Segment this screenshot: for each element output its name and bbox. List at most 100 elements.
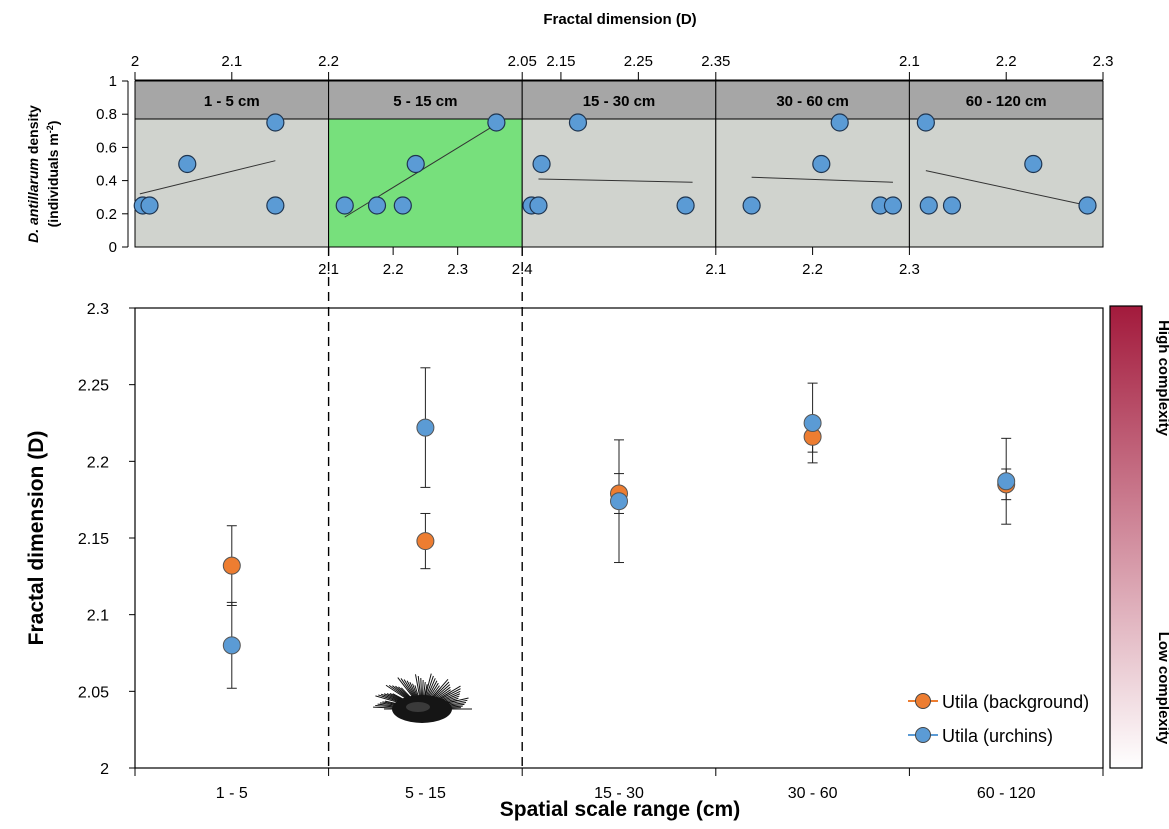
panel-2-top-tick-label-1: 2.25 [624, 53, 653, 70]
top-y-tick-label-5: 1 [109, 73, 117, 90]
panel-body-2 [521, 118, 717, 248]
panel-header-label-4: 60 - 120 cm [966, 93, 1047, 110]
panel-0-point-3 [266, 113, 285, 132]
panel-0-top-tick-label-1: 2.1 [221, 53, 242, 70]
marker-1-2 [610, 492, 628, 511]
panel-1-bottom-tick-label-2: 2.3 [447, 261, 468, 278]
legend-label-background: Utila (background) [942, 692, 1089, 712]
panel-1-point-4 [487, 113, 506, 132]
panel-header-label-0: 1 - 5 cm [204, 93, 260, 110]
panel-3-point-4 [883, 196, 903, 215]
marker-1-0 [222, 636, 241, 655]
panel-1-bottom-tick-label-1: 2.2 [383, 261, 404, 278]
marker-1-1 [416, 418, 435, 437]
bottom-x-tick-label-2: 15 - 30 [594, 785, 644, 802]
urchin-highlight [406, 702, 430, 712]
bottom-x-tick-label-3: 30 - 60 [788, 785, 838, 802]
panel-2-point-3 [568, 113, 588, 132]
panel-body-4 [908, 118, 1104, 248]
panel-2-trend-line [538, 178, 693, 183]
bottom-axes: 2 2.05 2.1 2.15 2.2 2.25 2.3 1 - 5 5 - 15 15 - 30… [78, 301, 1104, 802]
panel-4-trend-line [925, 170, 1088, 206]
panel-1-point-3 [406, 154, 425, 174]
panel-0-point-1 [140, 196, 159, 215]
panel-4-point-3 [1024, 154, 1043, 174]
panel-0-trend-line [139, 160, 276, 195]
marker-1-4 [997, 472, 1016, 491]
bottom-y-tick-label-3: 2.15 [78, 531, 109, 548]
top-y-axis-label-line1: D. antillarum density [25, 105, 41, 243]
panel-4-point-4 [1078, 196, 1097, 215]
panel-1-point-2 [393, 196, 412, 215]
top-y-axis-density: density [25, 105, 41, 158]
panel-4-point-0 [916, 113, 935, 132]
bottom-y-tick-label-5: 2.25 [78, 378, 109, 395]
panel-header-0 [134, 80, 330, 120]
top-y-tick-label-4: 0.8 [96, 106, 117, 123]
bottom-x-axis-label: Spatial scale range (cm) [500, 798, 740, 821]
panel-0-top-tick-label-2: 2.2 [318, 53, 339, 70]
top-y-axis-close: ) [45, 121, 61, 126]
panel-header-label-3: 30 - 60 cm [776, 93, 849, 110]
marker-1-3 [803, 414, 822, 432]
panel-4-point-1 [919, 196, 938, 215]
panel-body-1 [328, 118, 523, 248]
panel-1-point-0 [335, 196, 354, 215]
bottom-x-tick-label-4: 60 - 120 [977, 785, 1036, 802]
panel-3-bottom-tick-label-1: 2.3 [899, 261, 920, 278]
top-y-axis-superscript: -2 [45, 125, 55, 133]
panel-header-2 [521, 80, 717, 120]
panel-1-point-1 [367, 196, 387, 215]
sea-urchin-icon [373, 673, 472, 723]
panel-body-0 [134, 118, 330, 248]
marker-0-0 [222, 556, 241, 575]
panel-header-label-2: 15 - 30 cm [583, 93, 656, 110]
bottom-y-tick-label-1: 2.05 [78, 684, 109, 701]
top-y-tick-label-0: 0 [109, 239, 117, 256]
bottom-x-tick-label-1: 5 - 15 [405, 785, 446, 802]
bottom-x-tick-label-0: 1 - 5 [216, 785, 248, 802]
scale-divider-lines [327, 247, 523, 768]
panel-header-label-1: 5 - 15 cm [393, 93, 457, 110]
legend: Utila (background) Utila (urchins) [908, 692, 1089, 746]
colorbar-low-label: Low complexity [1155, 632, 1169, 745]
colorbar-high-label: High complexity [1155, 320, 1169, 437]
top-y-axis-unit: (individuals m [45, 133, 61, 227]
panel-4-top-tick-label-1: 2.3 [1093, 53, 1114, 70]
bottom-y-tick-label-4: 2.2 [87, 454, 109, 471]
panel-header-4 [908, 80, 1104, 120]
legend-label-urchins: Utila (urchins) [942, 726, 1053, 746]
panel-4-point-2 [942, 196, 962, 215]
panel-3-trend-line [751, 176, 893, 183]
panel-2-top-tick-label-2: 2.35 [701, 53, 730, 70]
panel-0-point-2 [178, 154, 197, 174]
panel-3-top-tick-label-0: 2.1 [899, 53, 920, 70]
bottom-y-tick-label-0: 2 [100, 761, 109, 778]
marker-0-1 [416, 532, 435, 551]
panel-2-point-2 [532, 154, 551, 174]
bottom-y-axis-label: Fractal dimension (D) [25, 431, 48, 646]
panel-2-point-4 [676, 196, 695, 215]
panel-3-point-2 [830, 113, 849, 132]
top-y-tick-label-3: 0.6 [96, 139, 117, 156]
panel-0-point-4 [266, 196, 285, 215]
bottom-y-tick-label-2: 2.1 [87, 608, 109, 625]
complexity-colorbar [1109, 305, 1143, 769]
top-panels: 1 - 5 cm2 2.1 2.25 - 15 cm2.052.1 2.2 2.3 2.4… [131, 53, 1114, 278]
panel-3-point-0 [742, 196, 761, 215]
panel-2-bottom-tick-label-0: 2.1 [705, 261, 726, 278]
top-y-axis-label-line2: (individuals m-2) [45, 121, 61, 228]
bottom-y-tick-label-6: 2.3 [87, 301, 109, 318]
legend-marker-urchins [915, 727, 931, 743]
top-y-tick-label-2: 0.4 [96, 173, 117, 190]
top-y-axis-species: D. antillarum [25, 158, 41, 243]
bottom-data-marks [222, 367, 1016, 689]
top-chart-title: Fractal dimension (D) [543, 11, 696, 28]
panel-header-1 [328, 80, 523, 120]
panel-body-3 [715, 118, 910, 248]
panel-2-top-tick-label-0: 2.15 [546, 53, 575, 70]
top-y-tick-label-1: 0.2 [96, 206, 117, 223]
panel-2-point-1 [529, 196, 548, 215]
panel-1-top-tick-label-0: 2.05 [508, 53, 537, 70]
